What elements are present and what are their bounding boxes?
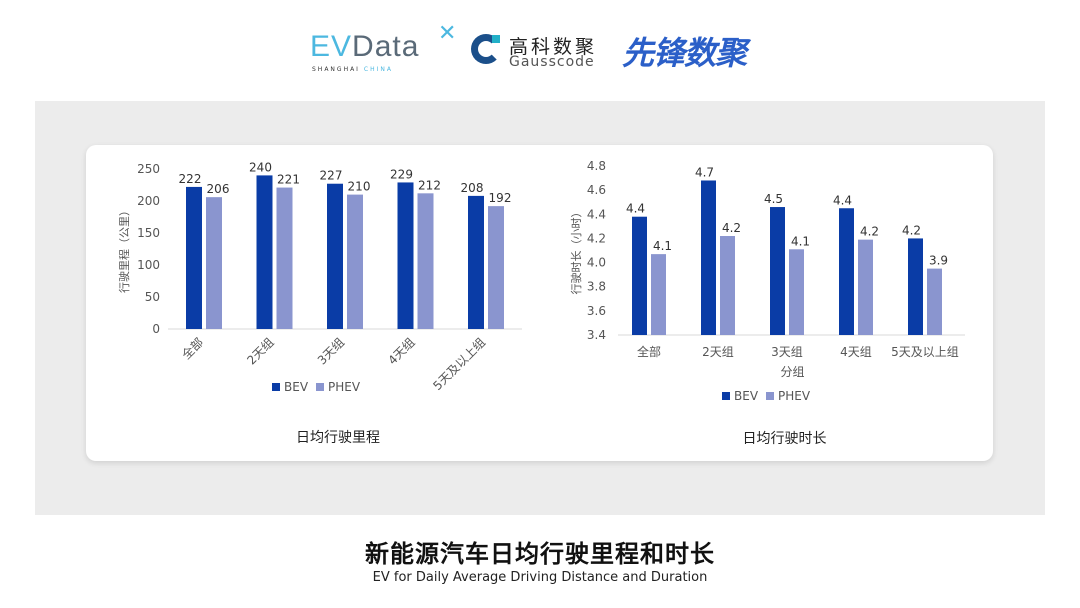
y-tick-label: 4.2: [587, 231, 606, 245]
evdata-logo: EVData ✕: [310, 20, 456, 64]
y-tick-label: 4.4: [587, 207, 606, 221]
x-tick-label: 全部: [179, 335, 207, 363]
bar-bev: [770, 207, 785, 335]
bar-phev: [858, 239, 873, 335]
evdata-logo-data: Data: [352, 30, 420, 63]
gausscode-logo-cn: 高科数聚: [509, 36, 598, 58]
x-tick-label: 5天及以上组: [891, 345, 959, 359]
bar-phev: [927, 268, 942, 335]
data-label: 4.1: [653, 239, 672, 253]
y-tick-label: 0: [152, 322, 160, 336]
bar-bev: [701, 180, 716, 335]
data-label: 4.1: [791, 234, 810, 248]
legend-swatch-phev: [316, 383, 324, 391]
x-tick-label: 4天组: [840, 345, 872, 359]
data-label: 3.9: [929, 254, 948, 268]
chart-title: 日均行驶时长: [743, 431, 827, 447]
x-tick-label: 2天组: [702, 345, 734, 359]
data-label: 212: [418, 178, 441, 192]
data-label: 229: [390, 167, 413, 181]
data-label: 240: [249, 160, 272, 174]
bar-bev: [186, 186, 202, 329]
page-title: 新能源汽车日均行驶里程和时长: [365, 540, 715, 568]
logo-bar: EVData ✕ SHANGHAI CHINA 高科数聚 Gausscode 先锋…: [0, 20, 1080, 77]
bar-phev: [347, 194, 363, 329]
y-tick-label: 150: [137, 226, 160, 240]
y-axis-title: 行驶里程（公里）: [117, 205, 131, 293]
bar-bev: [632, 216, 647, 335]
data-label: 4.2: [860, 225, 879, 239]
data-label: 210: [348, 180, 371, 194]
data-label: 192: [489, 191, 512, 205]
legend-label: BEV: [734, 389, 759, 403]
x-tick-label: 2天组: [244, 335, 276, 367]
y-tick-label: 3.8: [587, 280, 606, 294]
gausscode-square-icon: [492, 35, 500, 43]
y-tick-label: 3.4: [587, 328, 606, 342]
legend-label: PHEV: [778, 389, 811, 403]
bar-phev: [488, 206, 504, 329]
data-label: 4.7: [695, 165, 714, 179]
y-tick-label: 4.6: [587, 183, 606, 197]
bar-phev: [417, 193, 434, 329]
y-tick-label: 50: [145, 290, 160, 304]
x-tick-label: 3天组: [771, 345, 803, 359]
x-tick-label: 5天及以上组: [430, 335, 488, 393]
bar-bev: [908, 238, 923, 335]
legend-swatch-bev: [722, 392, 730, 400]
bar-phev: [789, 249, 804, 335]
bar-bev: [839, 208, 854, 335]
xianfeng-logo: 先锋数聚: [622, 34, 747, 72]
y-tick-label: 100: [137, 258, 160, 272]
evdata-logo-ev: EV: [310, 30, 353, 63]
y-tick-label: 4.8: [587, 159, 606, 173]
y-tick-label: 4.0: [587, 256, 606, 270]
data-label: 222: [179, 172, 202, 186]
data-label: 221: [277, 173, 300, 187]
x-axis-title: 分组: [780, 365, 804, 379]
bar-phev: [720, 236, 735, 335]
gausscode-logo-en: Gausscode: [509, 54, 595, 70]
tagline-b: CHINA: [363, 66, 393, 73]
y-tick-label: 250: [137, 162, 160, 176]
data-label: 4.5: [764, 192, 783, 206]
data-label: 4.2: [722, 221, 741, 235]
evdata-tagline: SHANGHAI CHINA: [312, 66, 393, 73]
legend-label: PHEV: [328, 380, 361, 394]
data-label: 4.4: [626, 202, 645, 216]
bar-bev: [256, 175, 273, 329]
gausscode-logo-icon: [471, 34, 501, 64]
y-axis-title: 行驶时长（小时）: [569, 207, 583, 295]
data-label: 227: [320, 169, 343, 183]
data-label: 208: [461, 181, 484, 195]
bar-phev: [276, 187, 293, 329]
legend-swatch-bev: [272, 383, 280, 391]
chart-title: 日均行驶里程: [296, 430, 380, 446]
x-tick-label: 3天组: [315, 335, 347, 367]
data-label: 206: [207, 182, 230, 196]
x-tick-label: 4天组: [385, 335, 417, 367]
data-label: 4.4: [833, 193, 852, 207]
page-subtitle: EV for Daily Average Driving Distance an…: [372, 570, 708, 585]
x-mark-icon: ✕: [438, 20, 458, 45]
bar-phev: [206, 197, 222, 329]
bar-bev: [468, 195, 484, 329]
bar-bev: [397, 182, 414, 329]
legend-swatch-phev: [766, 392, 774, 400]
bar-bev: [327, 183, 343, 329]
data-label: 4.2: [902, 223, 921, 237]
x-tick-label: 全部: [637, 344, 661, 359]
legend-label: BEV: [284, 380, 309, 394]
y-tick-label: 3.6: [587, 304, 606, 318]
bar-phev: [651, 254, 666, 335]
tagline-a: SHANGHAI: [312, 66, 360, 73]
y-tick-label: 200: [137, 194, 160, 208]
